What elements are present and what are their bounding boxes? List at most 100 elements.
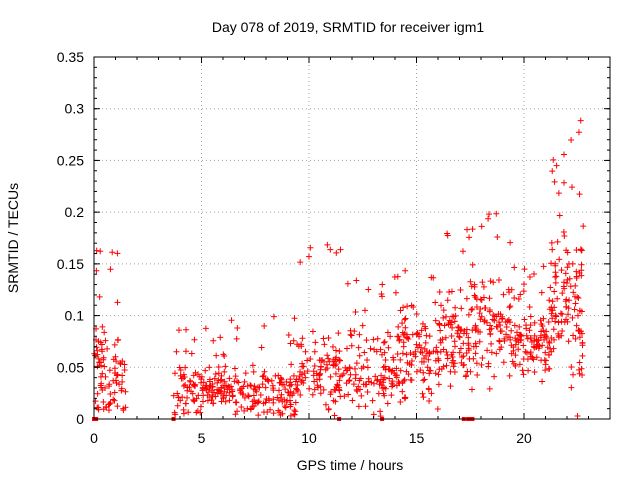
data-point: [493, 350, 500, 357]
data-point: [520, 342, 527, 349]
data-point: [381, 392, 388, 399]
data-point: [480, 294, 487, 301]
data-point: [511, 294, 518, 301]
data-point: [306, 385, 313, 392]
data-point: [410, 351, 417, 358]
data-point: [348, 332, 355, 339]
data-point: [456, 349, 463, 356]
data-point: [382, 357, 389, 364]
data-point: [520, 371, 527, 378]
data-point: [374, 335, 381, 342]
data-point: [322, 401, 329, 408]
data-point: [552, 262, 559, 269]
data-point: [551, 178, 558, 185]
data-point: [450, 363, 457, 370]
data-point: [575, 328, 582, 335]
data-point: [113, 380, 120, 386]
data-point: [384, 400, 391, 407]
data-point: [114, 403, 121, 410]
data-point: [210, 337, 217, 344]
data-point: [185, 409, 192, 416]
data-point: [283, 378, 290, 385]
data-point: [211, 375, 218, 382]
data-point: [576, 334, 583, 341]
data-point: [448, 288, 455, 295]
data-point: [552, 279, 559, 286]
data-point: [444, 355, 451, 362]
data-point: [375, 390, 382, 397]
data-point: [198, 379, 205, 386]
data-point: [92, 398, 99, 405]
data-point: [394, 273, 401, 280]
data-point: [558, 318, 565, 325]
data-point: [578, 267, 585, 274]
data-point: [258, 344, 265, 351]
data-point: [496, 338, 503, 345]
data-point: [254, 399, 261, 406]
data-point: [206, 384, 213, 391]
data-point: [479, 279, 486, 286]
data-point: [547, 284, 554, 291]
data-point: [300, 363, 307, 370]
data-point: [450, 349, 457, 356]
data-point: [257, 391, 264, 398]
data-point: [331, 412, 338, 419]
data-point: [385, 344, 392, 351]
data-point: [99, 370, 106, 377]
data-point: [297, 391, 304, 398]
data-point: [432, 317, 439, 324]
data-point: [481, 317, 488, 324]
data-point: [531, 332, 538, 339]
data-point: [395, 323, 402, 330]
data-point: [563, 279, 570, 286]
data-point: [336, 377, 343, 384]
data-point: [523, 325, 530, 332]
data-point: [539, 378, 546, 385]
data-point: [457, 345, 464, 352]
data-point: [335, 366, 342, 373]
data-point: [574, 312, 581, 319]
data-point: [320, 386, 327, 393]
data-point: [531, 319, 538, 326]
data-point: [576, 191, 583, 198]
data-point: [404, 303, 411, 310]
data-point: [555, 190, 562, 197]
data-point: [524, 335, 531, 342]
data-point: [526, 327, 533, 334]
data-point: [460, 330, 467, 337]
data-point: [434, 405, 441, 412]
data-point: [209, 383, 216, 390]
data-point: [491, 373, 498, 380]
data-point: [496, 337, 503, 344]
data-point: [191, 382, 198, 389]
data-point: [290, 372, 297, 379]
data-point: [436, 289, 443, 296]
data-point: [506, 372, 513, 379]
data-point: [352, 375, 359, 382]
data-point: [458, 353, 465, 360]
data-point: [98, 341, 105, 348]
data-point: [250, 386, 257, 393]
data-point: [259, 373, 266, 380]
data-point: [171, 370, 178, 377]
data-point: [336, 356, 343, 363]
data-point: [555, 319, 562, 326]
data-point: [335, 384, 342, 391]
data-point: [355, 403, 362, 410]
data-point: [523, 332, 530, 339]
data-point: [287, 401, 294, 408]
data-point: [451, 338, 458, 345]
data-point: [307, 355, 314, 362]
data-point: [351, 328, 358, 335]
x-axis-label: GPS time / hours: [297, 457, 404, 473]
data-point: [247, 382, 254, 389]
data-point: [465, 340, 472, 347]
data-point: [420, 369, 427, 376]
data-point: [358, 392, 365, 399]
data-point: [435, 381, 442, 388]
data-point: [183, 326, 190, 333]
data-point: [205, 389, 212, 396]
data-point: [248, 382, 255, 389]
data-point: [312, 339, 319, 346]
data-point: [571, 306, 578, 313]
